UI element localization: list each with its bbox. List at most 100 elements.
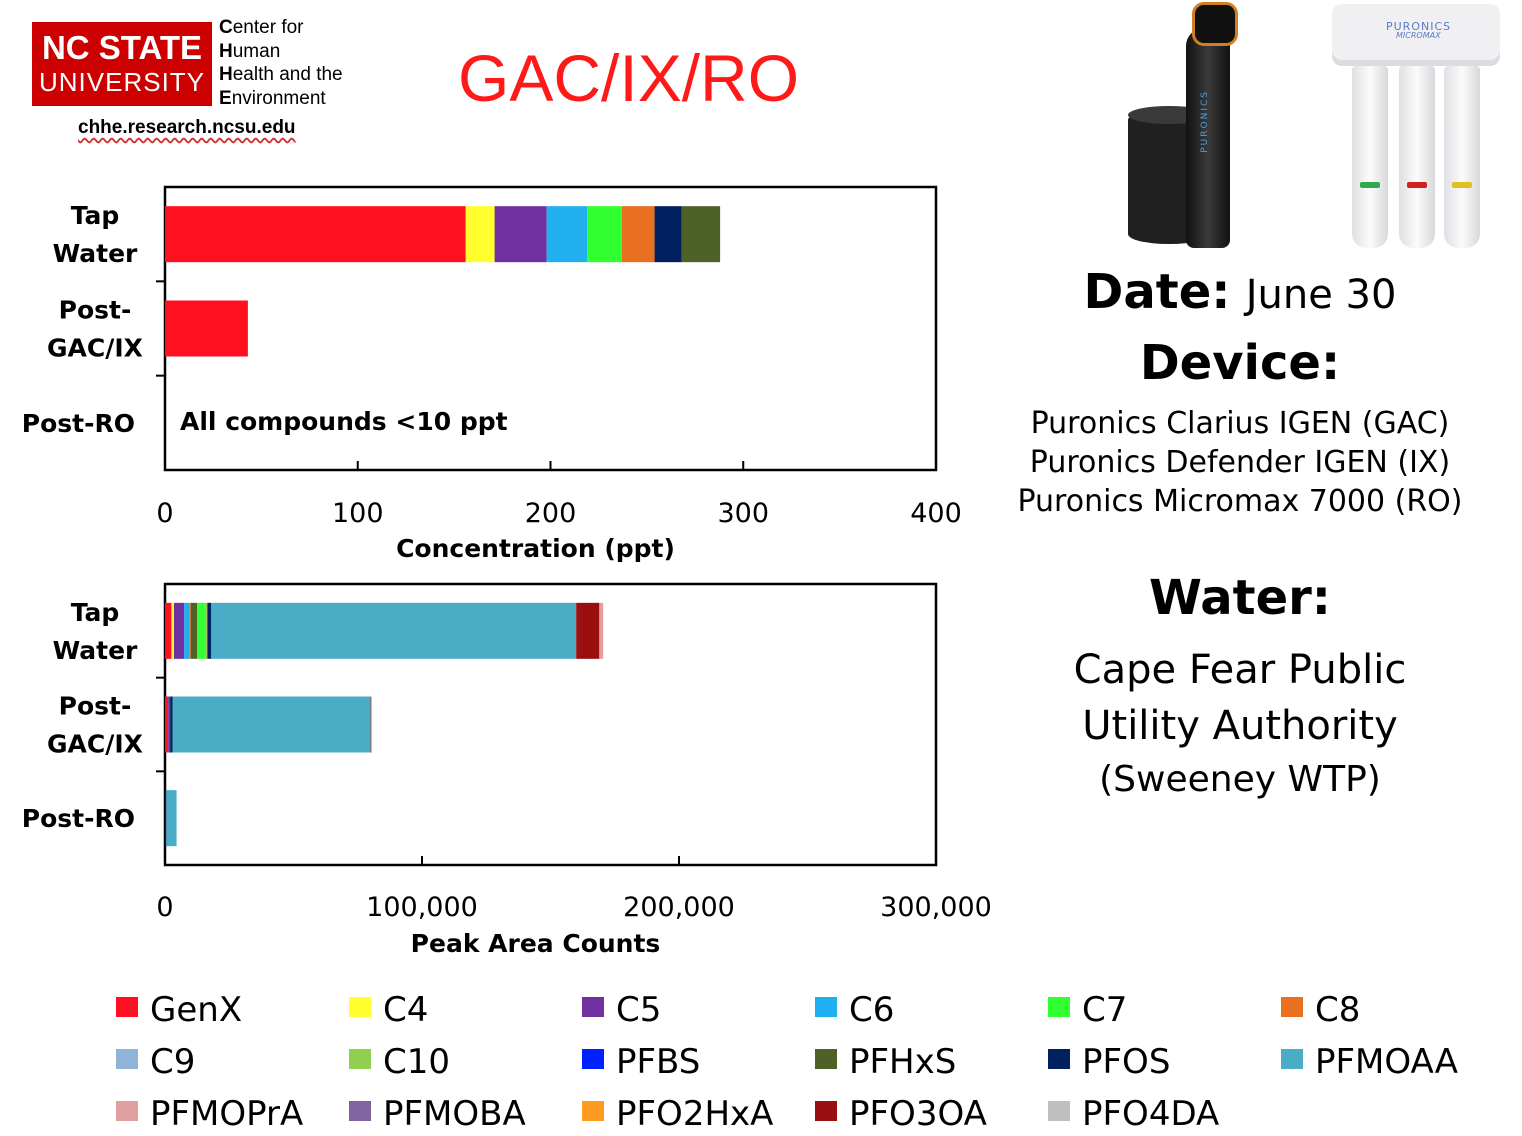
center-name: Center for Human Health and the Environm… <box>219 16 343 110</box>
legend-swatch <box>815 1049 837 1069</box>
legend-swatch <box>582 997 604 1017</box>
center-name-line: Environment <box>219 87 326 109</box>
resin-tank <box>1186 28 1230 248</box>
legend-label: C9 <box>150 1042 196 1082</box>
x-tick-label: 200 <box>525 498 577 529</box>
bar-segment-c8 <box>189 602 191 659</box>
legend-label: PFMOBA <box>383 1094 526 1134</box>
x-axis-label: Concentration (ppt) <box>396 534 675 563</box>
date-value: June 30 <box>1245 272 1397 318</box>
center-name-line: Health and the <box>219 64 343 85</box>
legend-swatch <box>582 1049 604 1069</box>
valve-head <box>1192 2 1238 46</box>
ro-cartridge <box>1399 66 1435 248</box>
device-item: Puronics Micromax 7000 (RO) <box>1017 484 1463 519</box>
category-label: Tap Water <box>53 598 138 665</box>
ro-cartridge <box>1352 66 1388 248</box>
bar-segment-c7 <box>587 206 622 263</box>
legend-label: PFO2HxA <box>616 1094 774 1134</box>
bar-segment-pfos <box>207 602 212 659</box>
legend-swatch <box>1048 1049 1070 1069</box>
water-name-line: Utility Authority <box>1082 703 1398 749</box>
bar-segment-pfos <box>654 206 682 263</box>
legend-label: PFMOPrA <box>150 1094 304 1134</box>
ncsu-logo: NC STATE UNIVERSITY <box>32 22 212 106</box>
water-name-line: Cape Fear Public <box>1073 647 1407 693</box>
bar-segment-pfo3oa <box>576 602 600 659</box>
bar-segment-pfmoaa <box>211 602 577 659</box>
softener-brand: PURONICS <box>1200 90 1210 153</box>
date-label: Date: <box>1083 264 1231 320</box>
bar-segment-genx <box>165 206 466 263</box>
site-url[interactable]: chhe.research.ncsu.edu <box>78 117 296 138</box>
bar-segment-c4 <box>465 206 495 263</box>
legend-label: C4 <box>383 990 429 1030</box>
bar-segment-c10 <box>204 602 208 659</box>
ro-cartridge-band <box>1407 182 1427 188</box>
bar-segment-pfo3oa <box>370 696 372 753</box>
bar-segment-c4 <box>171 602 174 659</box>
legend-swatch <box>349 997 371 1017</box>
category-label: Post-RO <box>22 409 135 438</box>
legend-swatch <box>582 1101 604 1121</box>
water-subtitle: (Sweeney WTP) <box>1099 759 1381 800</box>
legend-swatch <box>116 1101 138 1121</box>
legend-swatch <box>116 1049 138 1069</box>
bar-segment-c5 <box>494 206 547 263</box>
legend-swatch <box>349 1049 371 1069</box>
device-item: Puronics Clarius IGEN (GAC) <box>1030 406 1450 441</box>
legend-swatch <box>1048 997 1070 1017</box>
concentration-chart: 0 100 200 300 400 Concentration (ppt) Tap Water… <box>22 185 962 563</box>
legend-swatch <box>1281 997 1303 1017</box>
bar-segment-c6 <box>184 602 190 659</box>
bar-segment-pfhxs <box>168 696 171 753</box>
legend-swatch <box>1281 1049 1303 1069</box>
bar-segment-c5 <box>173 602 185 659</box>
legend-label: C5 <box>616 990 662 1030</box>
bar-segment-genx <box>165 300 248 357</box>
legend-label: PFBS <box>616 1042 701 1082</box>
peak-area-chart: 0 100,000 200,000 300,000 Peak Area Counts Ta… <box>22 582 992 958</box>
legend-label: C8 <box>1315 990 1361 1030</box>
bar-segment-pfos <box>165 790 167 847</box>
ro-head <box>1332 4 1500 66</box>
category-label: Post-GAC/IX <box>47 296 143 363</box>
legend-swatch <box>815 997 837 1017</box>
legend-label: PFO4DA <box>1082 1094 1220 1134</box>
bar-segment-c8 <box>621 206 655 263</box>
bar-segment-genx <box>165 696 168 753</box>
page-title: GAC/IX/RO <box>458 41 800 115</box>
x-tick-label: 300,000 <box>880 892 992 923</box>
ro-cartridge-band <box>1452 182 1472 188</box>
center-name-line: Center for <box>219 17 304 38</box>
bar-segment-pfos <box>170 696 173 753</box>
device-list: Puronics Clarius IGEN (GAC) Puronics Def… <box>1000 404 1480 521</box>
legend-swatch <box>349 1101 371 1121</box>
device-heading: Device: <box>1139 335 1341 391</box>
category-label: Post-RO <box>22 804 135 833</box>
x-tick-label: 0 <box>156 498 173 529</box>
x-tick-label: 200,000 <box>623 892 735 923</box>
bar-segment-pfhxs <box>190 602 198 659</box>
center-name-line: Human <box>219 40 281 62</box>
ro-model: MICROMAX <box>1396 31 1441 40</box>
legend-label: PFHxS <box>849 1042 957 1082</box>
bar-segment-pfhxs <box>681 206 721 263</box>
bar-segment-pfmopra <box>599 602 604 659</box>
legend-label: C6 <box>849 990 895 1030</box>
chart-annotation: All compounds <10 ppt <box>180 407 508 436</box>
ro-brand: PURONICS <box>1386 20 1452 33</box>
logo-line1: NC STATE <box>41 29 203 66</box>
legend-label: GenX <box>150 990 243 1030</box>
bar-segment-c5 <box>167 696 169 753</box>
category-label: Tap Water <box>53 201 138 268</box>
device-item: Puronics Defender IGEN (IX) <box>1029 445 1451 480</box>
water-heading: Water: <box>1149 570 1331 626</box>
x-tick-label: 100,000 <box>366 892 478 923</box>
x-tick-label: 300 <box>717 498 769 529</box>
legend-label: PFMOAA <box>1315 1042 1459 1082</box>
water-name: Cape Fear Public Utility Authority <box>1000 642 1480 754</box>
bar-segment-pfmopra <box>371 696 372 753</box>
ro-cartridge-band <box>1360 182 1380 188</box>
legend-swatch <box>116 997 138 1017</box>
